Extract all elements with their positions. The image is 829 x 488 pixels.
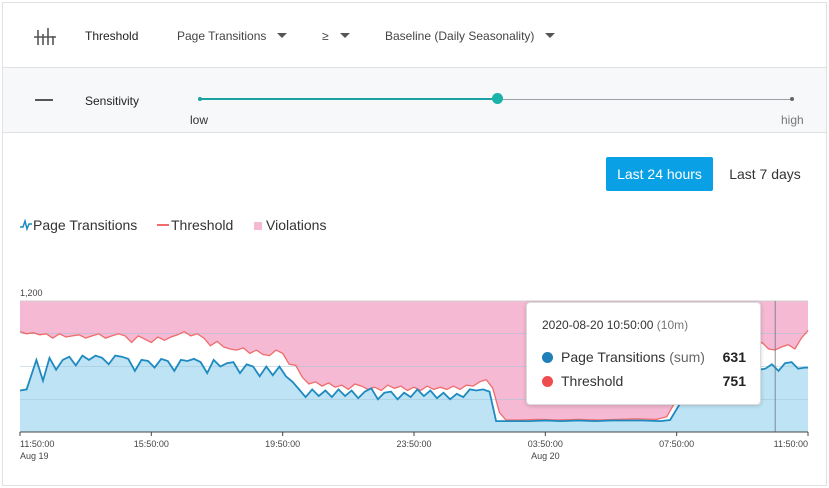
x-tick-label-5: 07:50:00 <box>659 439 694 449</box>
operator-dropdown[interactable]: ≥ <box>322 29 329 43</box>
baseline-dropdown[interactable]: Baseline (Daily Seasonality) <box>385 29 534 43</box>
baseline-dropdown-value: Baseline (Daily Seasonality) <box>385 29 535 43</box>
last-24-hours-button[interactable]: Last 24 hours <box>606 157 713 191</box>
legend-threshold-label: Threshold <box>171 217 234 233</box>
x-tick-label-2: 19:50:00 <box>265 439 300 449</box>
x-tick-label-6: 11:50:00 <box>774 439 808 449</box>
tooltip-threshold-label: Threshold <box>561 373 624 389</box>
slider-start-dot <box>198 97 202 101</box>
metric-dropdown-value: Page Transitions <box>177 29 267 43</box>
dash-icon <box>157 224 169 226</box>
metric-chevron-down-icon[interactable] <box>277 33 287 38</box>
threshold-label: Threshold <box>85 29 139 43</box>
minus-icon <box>35 99 53 101</box>
tooltip-series-dot-page-transitions <box>542 352 553 363</box>
operator-chevron-down-icon[interactable] <box>340 33 350 38</box>
slider-low-label: low <box>190 113 209 127</box>
legend-page-transitions[interactable]: Page Transitions <box>19 217 137 233</box>
threshold-chart[interactable]: 1,200 11:50:00 Aug 19 15:50:00 19:50:00 23:50… <box>3 3 826 485</box>
sensitivity-slider-fill <box>200 98 497 100</box>
tooltip-threshold-value: 751 <box>722 373 746 389</box>
square-icon <box>254 222 262 230</box>
tooltip-page-transitions-value: 631 <box>722 349 746 365</box>
legend-page-transitions-label: Page Transitions <box>33 217 138 233</box>
slider-high-label: high <box>781 113 804 127</box>
tooltip-page-transitions-suffix: (sum) <box>669 349 705 365</box>
x-tick-date-0: Aug 19 <box>20 451 49 461</box>
sensitivity-slider-handle[interactable] <box>492 93 503 104</box>
legend-violations[interactable]: Violations <box>254 217 326 233</box>
tooltip-series-dot-threshold <box>542 376 553 387</box>
sensitivity-label: Sensitivity <box>85 94 140 108</box>
threshold-row: Threshold Page Transitions ≥ Baseline (D… <box>3 3 826 68</box>
x-tick-date-4: Aug 20 <box>531 451 560 461</box>
slider-end-dot <box>790 97 794 101</box>
metric-dropdown[interactable]: Page Transitions <box>177 29 266 43</box>
y-tick-label: 1,200 <box>20 288 43 298</box>
tooltip-time: 2020-08-20 10:50:00 <box>542 318 654 332</box>
x-tick-label-3: 23:50:00 <box>396 439 431 449</box>
operator-dropdown-value: ≥ <box>322 29 329 43</box>
last-7-days-button[interactable]: Last 7 days <box>729 166 801 182</box>
tooltip-row-page-transitions: Page Transitions (sum) <box>561 349 705 365</box>
tooltip-header: 2020-08-20 10:50:00 (10m) <box>542 318 688 332</box>
tooltip-interval: (10m) <box>656 318 689 332</box>
legend-violations-label: Violations <box>266 217 327 233</box>
x-tick-label-1: 15:50:00 <box>134 439 169 449</box>
bar-chart-icon <box>34 28 56 45</box>
tooltip-page-transitions-label: Page Transitions <box>561 349 666 365</box>
chart-tooltip: 2020-08-20 10:50:00 (10m) Page Transitio… <box>526 302 761 405</box>
x-tick-label-0: 11:50:00 <box>20 439 54 449</box>
legend-threshold[interactable]: Threshold <box>157 217 233 233</box>
baseline-chevron-down-icon[interactable] <box>545 33 555 38</box>
x-tick-label-4: 03:50:00 <box>528 439 563 449</box>
line-icon <box>20 218 32 232</box>
sensitivity-row: Sensitivity low high <box>3 68 826 133</box>
